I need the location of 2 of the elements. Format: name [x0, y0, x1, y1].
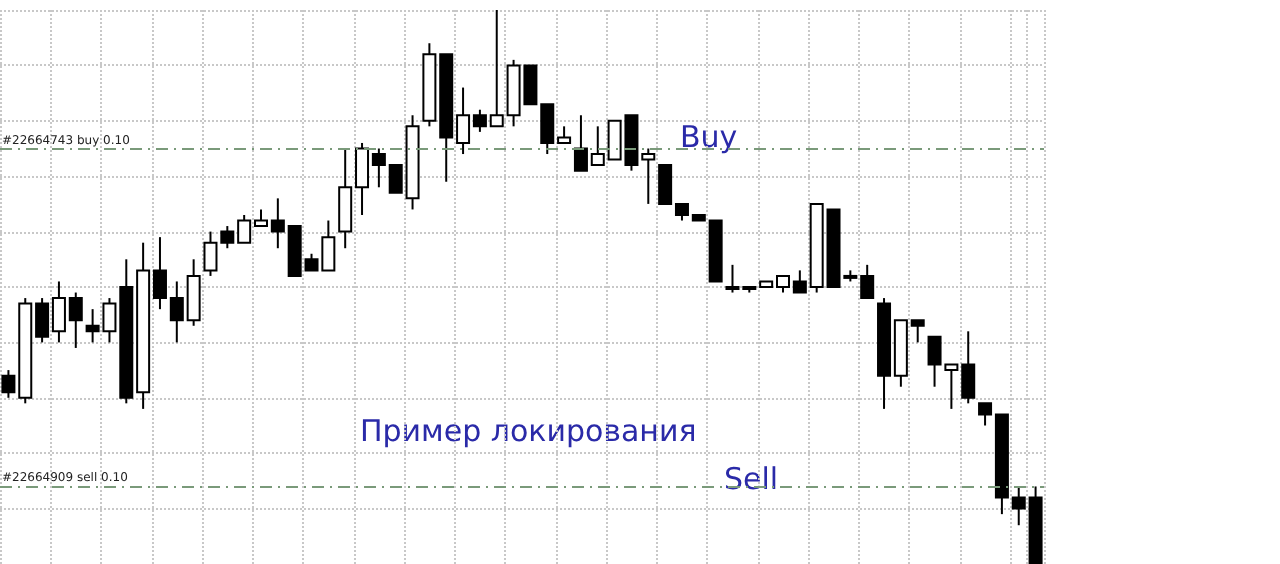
- annotation: Buy: [679, 119, 738, 155]
- annotation: Пример локирования: [359, 413, 697, 449]
